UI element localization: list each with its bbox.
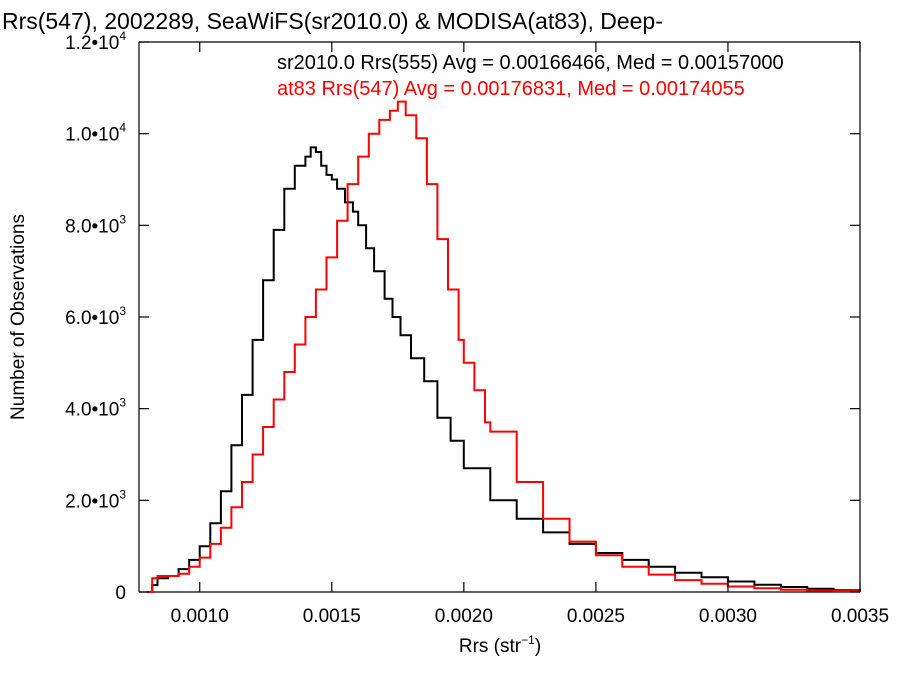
x-tick-label-2: 0.0020 xyxy=(435,606,493,627)
chart-title: Rrs(547), 2002289, SeaWiFS(sr2010.0) & M… xyxy=(2,8,663,34)
y-tick-label-4: 8.0•103 xyxy=(65,212,126,237)
series-layer xyxy=(146,100,861,593)
y-tick-label-1: 2.0•103 xyxy=(65,487,126,512)
plot-frame xyxy=(138,41,861,593)
x-tick-label-5: 0.0035 xyxy=(831,606,889,627)
legend-annotation-at83: at83 Rrs(547) Avg = 0.00176831, Med = 0.… xyxy=(277,78,745,100)
series-line-0 xyxy=(146,146,861,593)
x-axis-label: Rrs (str−1) xyxy=(459,633,541,657)
y-tick-label-5: 1.0•104 xyxy=(65,121,126,146)
x-tick-label-0: 0.0010 xyxy=(171,606,229,627)
y-tick-label-0: 0 xyxy=(115,583,126,604)
x-tick-label-1: 0.0015 xyxy=(303,606,361,627)
y-tick-label-6: 1.2•104 xyxy=(65,29,126,54)
x-tick-label-3: 0.0025 xyxy=(567,606,625,627)
y-tick-label-2: 4.0•103 xyxy=(65,396,126,421)
x-axis-ticks: 0.0010 0.0015 0.0020 0.0025 0.0030 0.0035 xyxy=(171,42,889,627)
y-axis-ticks: 0 2.0•103 4.0•103 6.0•103 8.0•103 1.0•104 1.2•… xyxy=(65,29,860,604)
legend-annotation-sr2010: sr2010.0 Rrs(555) Avg = 0.00166466, Med … xyxy=(277,52,784,74)
y-axis-label: Number of Observations xyxy=(8,214,29,420)
series-line-1 xyxy=(146,100,861,593)
x-tick-label-4: 0.0030 xyxy=(699,606,757,627)
y-tick-label-3: 6.0•103 xyxy=(65,304,126,329)
